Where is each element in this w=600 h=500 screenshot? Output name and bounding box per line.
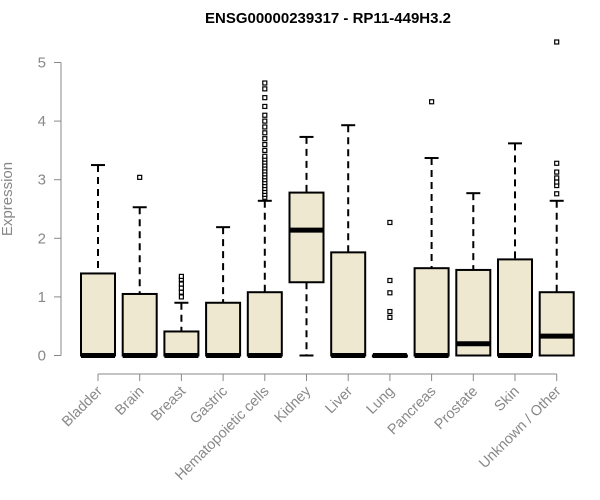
- x-tick-label: Lung: [364, 384, 398, 418]
- y-tick-label: 2: [38, 230, 46, 247]
- x-tick-label: Breast: [148, 384, 189, 425]
- box-series: [80, 39, 575, 358]
- x-tick-label: Kidney: [272, 383, 315, 426]
- outlier-point: [387, 277, 393, 284]
- outlier-point: [262, 136, 268, 142]
- outlier-point: [554, 179, 560, 185]
- outlier-point: [262, 86, 268, 92]
- outlier-point: [262, 124, 268, 130]
- outlier-point: [262, 80, 268, 86]
- outlier-point: [178, 281, 184, 287]
- box-liver: [330, 124, 367, 358]
- box-gastric: [205, 226, 242, 358]
- y-tick-label: 1: [38, 289, 46, 306]
- outlier-point: [178, 273, 184, 279]
- outlier-point: [178, 294, 184, 300]
- outlier-point: [262, 103, 268, 110]
- x-tick-label: Prostate: [432, 384, 481, 433]
- outlier-point: [262, 112, 268, 118]
- y-tick-label: 0: [38, 348, 46, 365]
- box-brain: [121, 174, 158, 358]
- outlier-point: [554, 169, 560, 175]
- box-iqr: [497, 258, 533, 357]
- outlier-point: [262, 130, 268, 136]
- box-iqr: [163, 330, 200, 357]
- outlier-point: [262, 118, 268, 124]
- box-unknown-other: [538, 39, 575, 357]
- x-tick-label: Liver: [322, 383, 356, 417]
- box-iqr: [538, 291, 575, 357]
- box-iqr: [455, 268, 492, 357]
- outlier-point: [429, 99, 435, 105]
- outlier-point: [387, 308, 393, 315]
- box-lung: [371, 219, 408, 358]
- outlier-point: [387, 219, 393, 226]
- box-iqr: [205, 301, 242, 357]
- x-tick-label: Brain: [112, 384, 147, 419]
- outlier-point: [554, 191, 560, 197]
- y-tick-label: 5: [38, 55, 46, 72]
- outlier-point: [262, 141, 268, 148]
- outlier-point: [262, 95, 268, 101]
- outlier-point: [554, 39, 560, 45]
- box-bladder: [80, 164, 116, 358]
- box-iqr: [330, 251, 367, 357]
- box-skin: [497, 142, 533, 358]
- chart-title: ENSG00000239317 - RP11-449H3.2: [205, 10, 451, 27]
- y-axis: 0 1 2 3 4 5: [38, 55, 62, 365]
- y-tick-label: 3: [38, 172, 46, 189]
- y-tick-label: 4: [38, 113, 46, 130]
- outlier-point: [387, 290, 393, 296]
- box-hematopoietic-cells: [246, 80, 283, 358]
- outlier-point: [554, 160, 560, 166]
- y-axis-label: Expression: [0, 162, 16, 236]
- box-iqr: [121, 292, 158, 357]
- box-iqr: [246, 291, 283, 357]
- box-pancreas: [413, 99, 450, 358]
- outlier-point: [137, 174, 143, 180]
- outlier-point: [178, 285, 184, 291]
- box-iqr: [80, 272, 116, 357]
- outlier-point: [262, 153, 268, 159]
- box-prostate: [455, 192, 492, 357]
- x-tick-label: Bladder: [59, 383, 106, 430]
- box-kidney: [288, 135, 325, 357]
- x-tick-label: Skin: [492, 384, 523, 415]
- outlier-point: [178, 289, 184, 295]
- outlier-point: [387, 314, 393, 321]
- box-iqr: [288, 191, 325, 284]
- outlier-point: [262, 147, 268, 153]
- outlier-point: [554, 175, 560, 181]
- box-iqr: [413, 267, 450, 357]
- box-breast: [163, 273, 200, 358]
